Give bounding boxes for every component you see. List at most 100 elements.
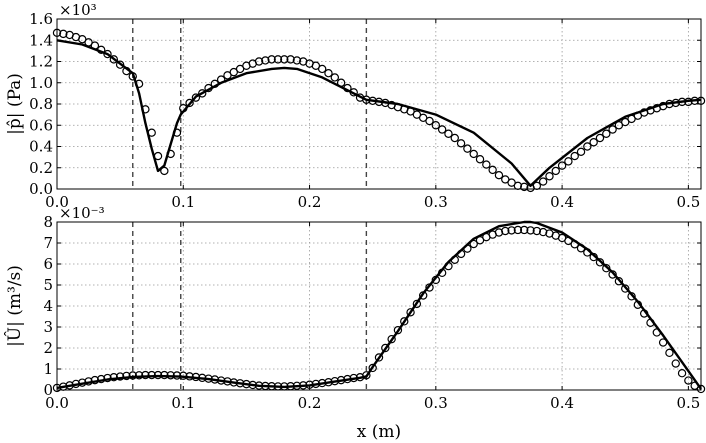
flow-marker-point: [343, 374, 352, 384]
flow-marker-point: [103, 373, 112, 383]
flow-marker-point: [614, 277, 624, 286]
pressure-panel: 0.0 0.1 0.2 0.3 0.4 0.5 0.0 0.2 0.4 0.6 0.8 1.0 1.2 1…: [5, 1, 706, 211]
pressure-marker-point: [456, 139, 466, 148]
flow-xtick-label: 0.2: [298, 394, 322, 412]
pressure-ytick-label: 0.0: [29, 180, 53, 198]
flow-marker-point: [141, 370, 150, 380]
pressure-marker-point: [469, 149, 478, 159]
pressure-solid-line: [56, 39, 702, 187]
pressure-marker-point: [595, 133, 605, 143]
pressure-marker-point: [286, 55, 295, 64]
flow-marker-point: [639, 309, 649, 318]
pressure-marker-point: [589, 138, 598, 147]
pressure-marker-point: [185, 98, 194, 108]
pressure-marker-point: [191, 93, 201, 102]
flow-marker-point: [456, 249, 466, 259]
pressure-marker-point: [488, 165, 497, 175]
flow-marker-point: [191, 372, 201, 382]
pressure-marker-point: [374, 97, 384, 107]
pressure-marker-point: [336, 78, 346, 87]
pressure-marker-point: [570, 151, 579, 161]
flow-marker-point: [248, 380, 257, 390]
flow-ytick-label: 2: [43, 339, 53, 357]
pressure-marker-point: [602, 129, 611, 138]
pressure-marker-point: [160, 166, 169, 176]
pressure-marker-point: [475, 155, 485, 164]
flow-marker-point: [564, 236, 573, 246]
pressure-marker-point: [425, 116, 434, 126]
flow-marker-point: [665, 348, 674, 358]
pressure-marker-point: [141, 105, 150, 114]
flow-xtick-label: 0.5: [676, 394, 700, 412]
pressure-marker-point: [690, 96, 699, 106]
flow-marker-point: [122, 371, 131, 381]
pressure-marker-point: [665, 99, 674, 109]
pressure-ytick-label: 1.2: [29, 53, 53, 71]
flow-marker-point: [608, 270, 617, 279]
pressure-marker-point: [216, 75, 226, 84]
pressure-marker-point: [179, 104, 188, 113]
flow-marker-point: [595, 258, 605, 267]
pressure-marker-point: [444, 129, 453, 138]
flow-ytick-label: 6: [43, 255, 53, 273]
flow-xtick-label: 0.3: [424, 394, 448, 412]
pressure-marker-point: [520, 182, 529, 192]
flow-marker-point: [507, 226, 516, 235]
pressure-marker-point: [494, 170, 504, 180]
flow-marker-point: [621, 284, 630, 293]
flow-marker-point: [532, 226, 542, 236]
flow-ytick-label: 5: [43, 276, 53, 294]
pressure-marker-point: [557, 161, 567, 170]
flow-marker-point: [166, 371, 175, 380]
flow-marker-point: [311, 379, 321, 389]
flow-marker-point: [425, 283, 434, 292]
pressure-marker-point: [273, 55, 283, 64]
flow-marker-point: [362, 371, 371, 380]
flow-marker-point: [71, 379, 81, 389]
flow-marker-point: [65, 381, 74, 390]
pressure-marker-point: [153, 151, 163, 161]
pressure-ytick-label: 0.4: [29, 138, 53, 156]
flow-marker-point: [115, 372, 125, 381]
flow-marker-point: [406, 308, 415, 317]
pressure-ytick-label: 0.8: [29, 95, 53, 113]
flow-marker-point: [185, 372, 194, 381]
flow-xtick-label: 0.4: [550, 394, 574, 412]
pressure-marker-point: [684, 97, 693, 107]
pressure-marker-point: [677, 97, 687, 107]
pressure-marker-point: [545, 172, 554, 181]
pressure-xtick-label: 0.1: [171, 193, 195, 211]
pressure-marker-point: [482, 160, 491, 169]
flow-marker-point: [652, 328, 662, 337]
pressure-marker-point: [267, 55, 276, 64]
pressure-marker-point: [128, 72, 137, 81]
flow-marker-point: [538, 227, 548, 237]
pressure-ytick-label: 0.2: [29, 159, 53, 177]
flow-marker-point: [78, 378, 87, 387]
flow-xtick-label: 0.0: [45, 394, 69, 412]
flow-marker-point: [198, 373, 207, 383]
flow-marker-point: [349, 373, 358, 383]
pressure-marker-point: [292, 56, 302, 65]
pressure-marker-point: [109, 55, 119, 64]
flow-marker-point: [204, 374, 213, 383]
pressure-marker-point: [349, 88, 358, 97]
flow-marker-point: [412, 299, 422, 309]
flow-marker-point: [179, 371, 188, 380]
pressure-marker-point: [96, 45, 106, 55]
pressure-marker-point: [551, 166, 560, 176]
pressure-xtick-label: 0.3: [424, 193, 448, 211]
flow-marker-point: [658, 338, 668, 347]
pressure-marker-point: [134, 79, 144, 89]
pressure-marker-point: [317, 64, 327, 74]
flow-marker-point: [235, 379, 245, 388]
pressure-marker-point: [198, 89, 207, 98]
flow-marker-point: [242, 379, 251, 389]
pressure-marker-point: [103, 49, 112, 59]
flow-marker-point: [677, 369, 687, 378]
pressure-marker-point: [330, 73, 340, 82]
flow-marker-point: [627, 292, 636, 301]
pressure-marker-point: [362, 95, 371, 104]
pressure-marker-point: [115, 60, 125, 69]
